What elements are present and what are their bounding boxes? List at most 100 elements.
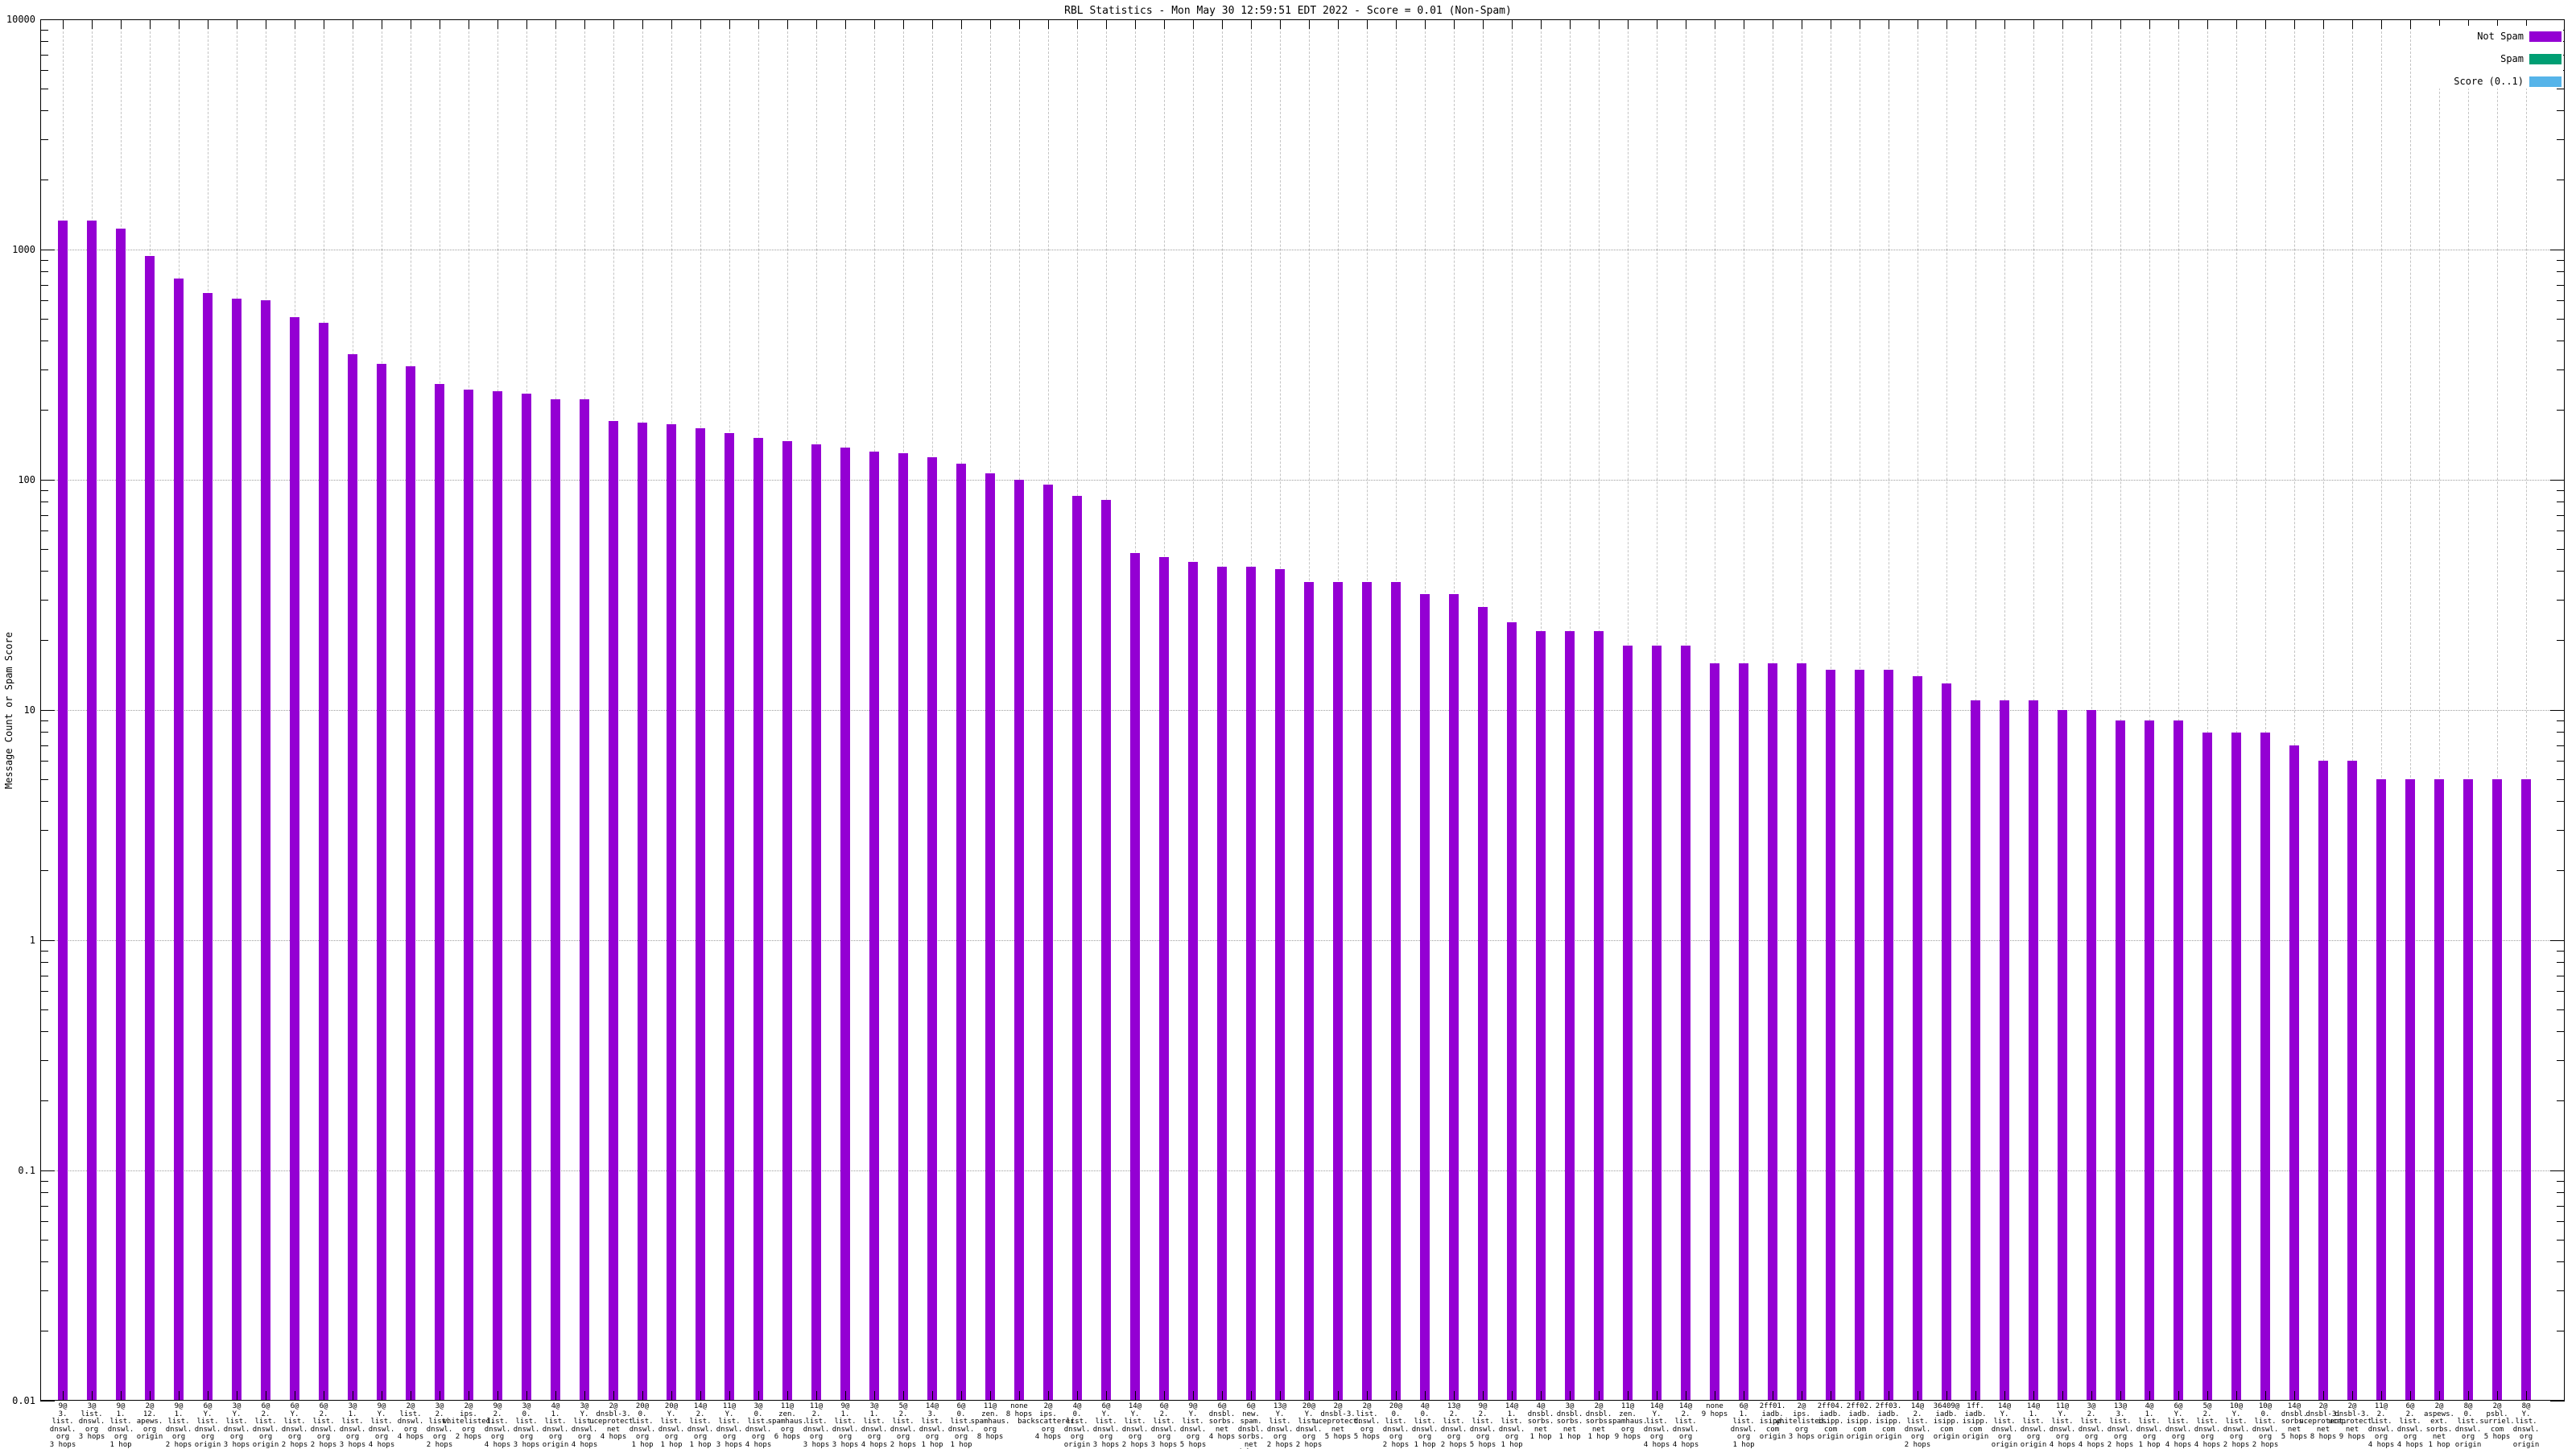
bar-label: 2@ dnsbl-3. uceprotect. net 8 hops bbox=[2299, 1402, 2347, 1441]
grid-line-v bbox=[2380, 19, 2382, 1401]
bar-label: 11@ Y. list. dnswl. org 4 hops bbox=[2049, 1402, 2076, 1449]
bar bbox=[1130, 553, 1140, 1401]
y-minor-tick bbox=[2557, 1290, 2565, 1292]
bar bbox=[232, 299, 242, 1401]
bar bbox=[348, 354, 357, 1401]
bar bbox=[2492, 779, 2502, 1401]
bar bbox=[2260, 732, 2270, 1401]
bar bbox=[2145, 720, 2154, 1401]
bar-label: 6@ 2. list. dnswl. org 3 hops bbox=[1150, 1402, 1178, 1449]
bar bbox=[1101, 499, 1111, 1401]
bar-label: 3@ 2. list. dnswl. org 4 hops bbox=[2078, 1402, 2105, 1449]
y-major-tick bbox=[40, 709, 55, 711]
y-minor-tick bbox=[2557, 318, 2565, 320]
bar-label: 3@ list. dnswl. org 3 hops bbox=[78, 1402, 105, 1441]
y-minor-tick bbox=[2557, 139, 2565, 141]
x-bottom-tick bbox=[555, 1391, 556, 1401]
y-minor-tick bbox=[40, 1290, 48, 1292]
y-major-tick bbox=[2550, 479, 2565, 481]
x-bottom-tick bbox=[120, 1391, 122, 1401]
y-minor-tick bbox=[40, 571, 48, 572]
bar-label: 2@ aspews. ext. sorbs. net 1 hop bbox=[2424, 1402, 2454, 1449]
bar-label: 2@ ips. backscatterer. org 4 hops bbox=[1018, 1402, 1079, 1441]
bar-label: 2ff03. iadb. isipp. com origin bbox=[1875, 1402, 1902, 1441]
bar bbox=[1768, 663, 1777, 1401]
x-top-tick bbox=[526, 19, 527, 29]
bar bbox=[1884, 669, 1893, 1401]
y-minor-tick bbox=[40, 369, 48, 371]
x-top-tick bbox=[2293, 19, 2295, 29]
y-minor-tick bbox=[2557, 1060, 2565, 1062]
y-minor-tick bbox=[2557, 870, 2565, 872]
y-minor-tick bbox=[2557, 962, 2565, 964]
x-top-tick bbox=[2235, 19, 2237, 29]
bar-label: 2@ ips. whitelisted. org 2 hops bbox=[442, 1402, 495, 1441]
bar-label: 9@ 1. list. dnswl. org 1 hop bbox=[107, 1402, 134, 1449]
bar-label: 2@ psbl. surriel. com 5 hops bbox=[2479, 1402, 2515, 1441]
x-bottom-tick bbox=[1221, 1391, 1223, 1401]
bar bbox=[1188, 561, 1198, 1401]
y-minor-tick bbox=[40, 259, 48, 261]
x-top-tick bbox=[2062, 19, 2063, 29]
bar-label: 6@ 1. list. dnswl. org 1 hop bbox=[1730, 1402, 1757, 1449]
bar-label: 4@ dnsbl. sorbs. net 1 hop bbox=[1527, 1402, 1554, 1441]
x-top-tick bbox=[1946, 19, 1947, 29]
x-top-tick bbox=[960, 19, 962, 29]
bar-label: 14@ 3. list. dnswl. org 1 hop bbox=[919, 1402, 946, 1449]
bar-label: 6@ 0. list. dnswl. org 1 hop bbox=[947, 1402, 975, 1449]
grid-line-v bbox=[2207, 19, 2208, 1401]
y-minor-tick bbox=[40, 1100, 48, 1102]
x-top-tick bbox=[149, 19, 151, 29]
bar-label: 2ff01. iadb. isipp. com origin bbox=[1759, 1402, 1786, 1441]
bar bbox=[811, 444, 821, 1401]
x-top-tick bbox=[2438, 19, 2440, 29]
bar-label: 4@ 0. list. dnswl. org 1 hop bbox=[1411, 1402, 1439, 1449]
legend-row: Score (0..1) bbox=[2454, 76, 2562, 87]
bar-label: 14@ Y. list. dnswl. org origin bbox=[1991, 1402, 2018, 1449]
bar-label: 2@ dnsbl-3. uceprotect. net 4 hops bbox=[589, 1402, 638, 1441]
bar-label: 5@ 2. list. dnswl. org 2 hops bbox=[890, 1402, 917, 1449]
x-bottom-tick bbox=[671, 1391, 672, 1401]
y-major-tick bbox=[2550, 939, 2565, 941]
bar-label: 9@ Y. list. dnswl. org 5 hops bbox=[1179, 1402, 1207, 1449]
y-minor-tick bbox=[2557, 299, 2565, 301]
bar-label: 2@ list. dnswl. org 4 hops bbox=[397, 1402, 424, 1441]
y-major-tick bbox=[40, 19, 55, 20]
y-minor-tick bbox=[40, 299, 48, 301]
x-bottom-tick bbox=[989, 1391, 991, 1401]
x-bottom-tick bbox=[844, 1391, 846, 1401]
bar bbox=[1333, 581, 1343, 1401]
bar-label: 3@ Y. list. dnswl. org 3 hops bbox=[223, 1402, 250, 1449]
bar-label: 6@ Y. list. dnswl. org 3 hops bbox=[1092, 1402, 1120, 1449]
bar bbox=[1623, 646, 1633, 1401]
x-bottom-tick bbox=[2149, 1391, 2150, 1401]
y-minor-tick bbox=[40, 962, 48, 964]
bar bbox=[985, 473, 995, 1401]
x-top-tick bbox=[2033, 19, 2034, 29]
x-top-tick bbox=[729, 19, 730, 29]
bar bbox=[1797, 663, 1806, 1401]
x-top-tick bbox=[1018, 19, 1020, 29]
bar-label: 2@ ips. whitelisted. org 3 hops bbox=[1775, 1402, 1828, 1441]
bar-label: 4@ 1. list. dnswl. org origin bbox=[542, 1402, 569, 1449]
x-bottom-tick bbox=[1975, 1391, 1976, 1401]
y-minor-tick bbox=[40, 778, 48, 780]
bar-label: 14@ Y. list. dnswl. org 2 hops bbox=[1121, 1402, 1149, 1449]
bar bbox=[1942, 683, 1951, 1401]
y-minor-tick bbox=[2557, 1009, 2565, 1010]
x-top-tick bbox=[2091, 19, 2092, 29]
x-top-tick bbox=[2178, 19, 2179, 29]
x-bottom-tick bbox=[729, 1391, 730, 1401]
bar bbox=[2434, 779, 2444, 1401]
y-minor-tick bbox=[2557, 259, 2565, 261]
x-bottom-tick bbox=[2062, 1391, 2063, 1401]
grid-line-h bbox=[40, 480, 2565, 481]
x-bottom-tick bbox=[1395, 1391, 1397, 1401]
legend-row: Not Spam bbox=[2477, 31, 2562, 42]
bar bbox=[1565, 631, 1575, 1401]
bar bbox=[1391, 581, 1401, 1401]
x-top-tick bbox=[671, 19, 672, 29]
bar-label: 8@ 0. list. dnswl. org origin bbox=[2454, 1402, 2482, 1449]
y-minor-tick bbox=[40, 950, 48, 952]
y-minor-tick bbox=[40, 548, 48, 550]
